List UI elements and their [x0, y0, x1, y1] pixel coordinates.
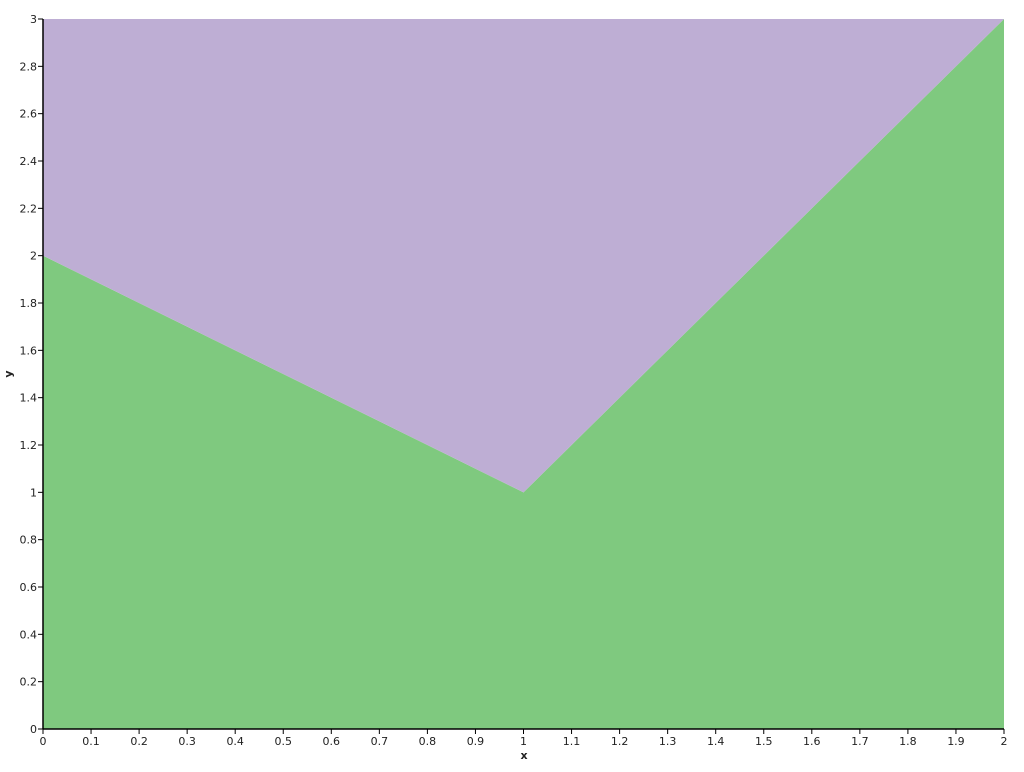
y-tick-label: 2.6 [20, 108, 38, 121]
x-tick-label: 1.8 [899, 735, 917, 748]
y-tick-label: 2.4 [20, 155, 38, 168]
x-tick-label: 0.7 [371, 735, 389, 748]
x-tick-label: 1.3 [659, 735, 677, 748]
x-tick-label: 1.5 [755, 735, 773, 748]
y-tick-label: 2 [30, 250, 37, 263]
y-tick-label: 0 [30, 723, 37, 736]
y-axis: 0 0.2 0.4 0.6 0.8 1 1.2 1.4 1.6 1.8 2 2.2 2.4 2.6 2.8 3 [20, 13, 44, 736]
x-tick-label: 1.1 [563, 735, 581, 748]
x-tick-label: 0.1 [82, 735, 100, 748]
x-tick-label: 1.7 [851, 735, 869, 748]
x-tick-label: 0.5 [275, 735, 293, 748]
y-tick-label: 0.4 [20, 628, 38, 641]
x-tick-label: 0 [40, 735, 47, 748]
areas [43, 19, 1004, 729]
x-tick-label: 0.6 [323, 735, 341, 748]
area-series-1 [43, 19, 1004, 729]
x-tick-label: 2 [1001, 735, 1008, 748]
x-tick-label: 0.9 [467, 735, 485, 748]
x-tick-label: 1.4 [707, 735, 725, 748]
y-tick-label: 1.2 [20, 439, 38, 452]
y-tick-label: 0.2 [20, 676, 38, 689]
area-series-2 [43, 19, 1004, 493]
x-tick-label: 1.9 [947, 735, 965, 748]
x-tick-label: 1 [520, 735, 527, 748]
y-tick-label: 2.2 [20, 202, 38, 215]
y-tick-label: 1 [30, 486, 37, 499]
x-tick-label: 0.3 [178, 735, 196, 748]
x-tick-label: 1.2 [611, 735, 629, 748]
y-tick-label: 1.8 [20, 297, 38, 310]
x-tick-label: 0.4 [226, 735, 244, 748]
y-tick-label: 3 [30, 13, 37, 26]
x-axis-label: x [520, 749, 527, 762]
x-tick-label: 0.2 [130, 735, 148, 748]
y-tick-label: 2.8 [20, 60, 38, 73]
x-tick-label: 0.8 [419, 735, 437, 748]
y-axis-label: y [2, 370, 15, 377]
x-tick-label: 1.6 [803, 735, 821, 748]
y-tick-label: 1.4 [20, 392, 38, 405]
y-tick-label: 0.8 [20, 534, 38, 547]
y-tick-label: 0.6 [20, 581, 38, 594]
x-axis: 0 0.1 0.2 0.3 0.4 0.5 0.6 0.7 0.8 0.9 1 1.1 1.2 1.3 1.… [40, 728, 1008, 748]
y-tick-label: 1.6 [20, 344, 38, 357]
